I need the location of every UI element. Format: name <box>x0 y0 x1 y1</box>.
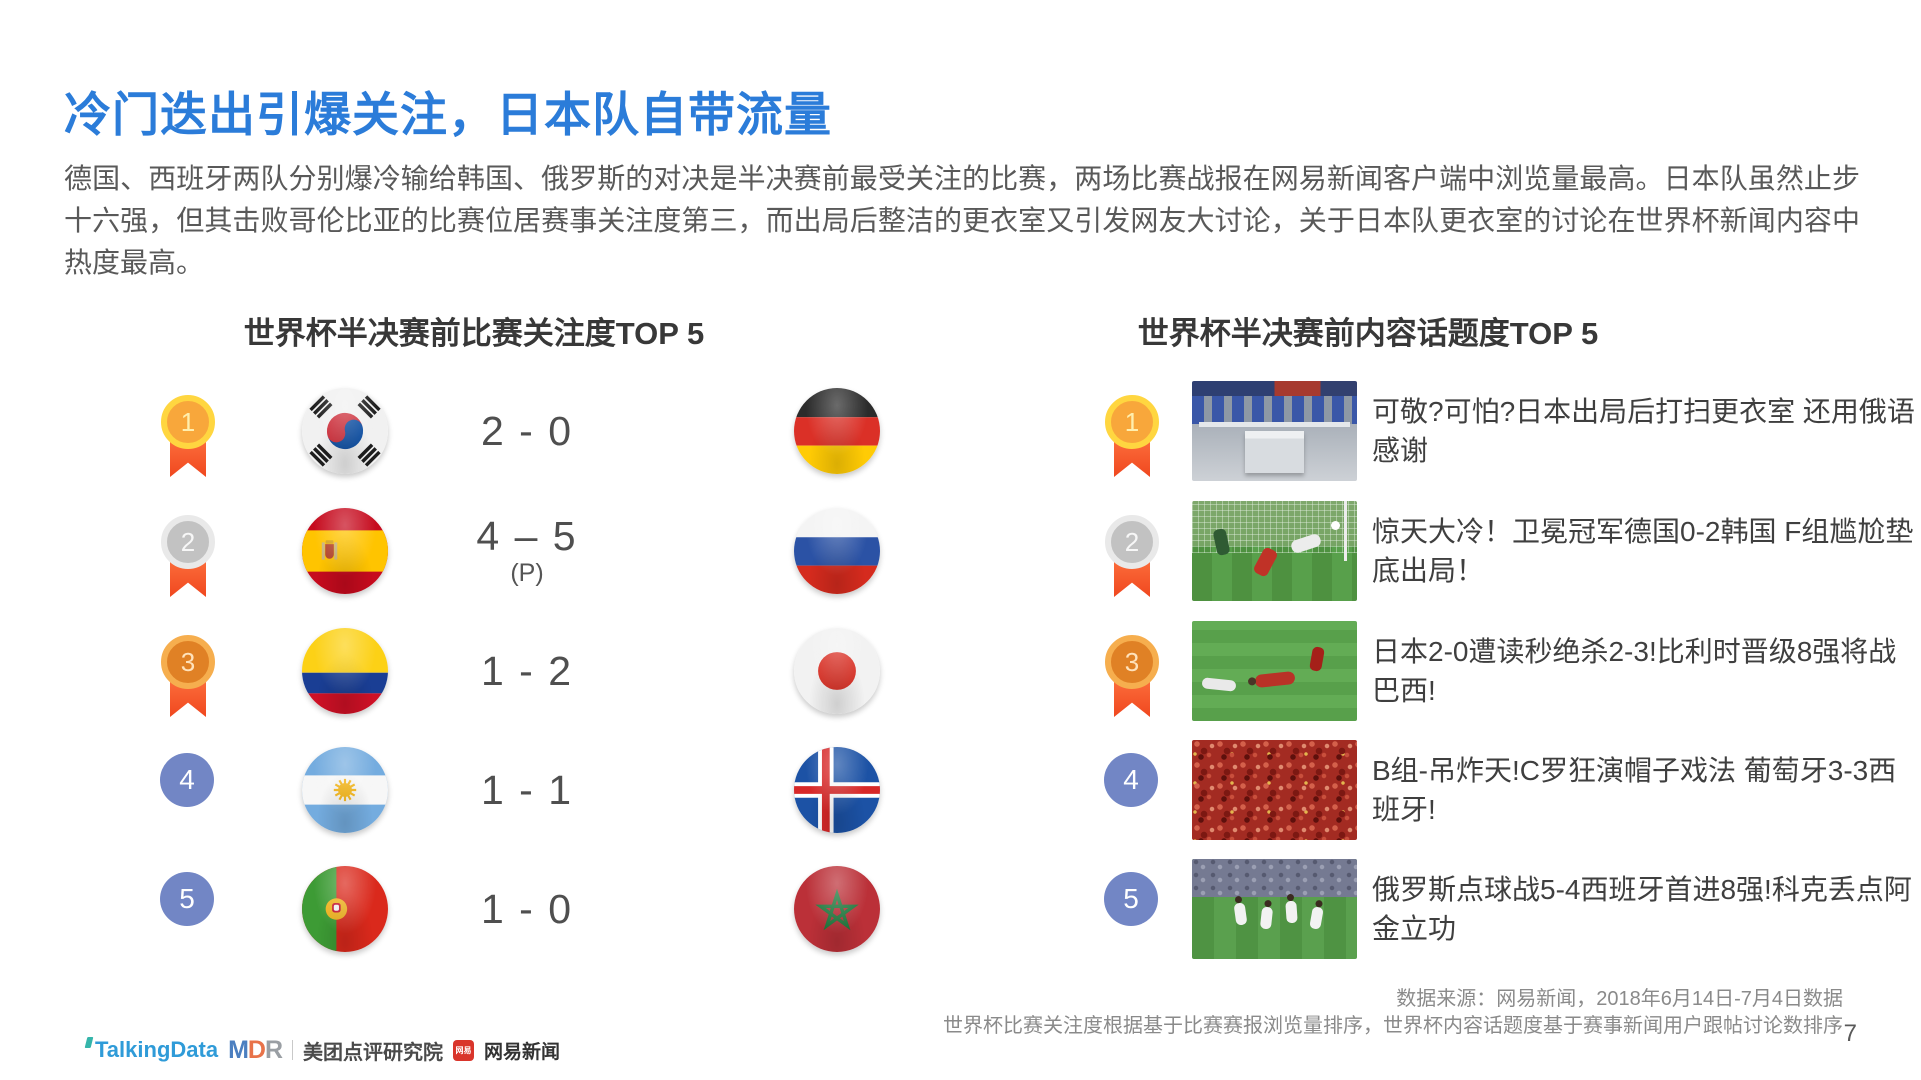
rank-badge: 4 <box>160 753 214 807</box>
match-score: 2 - 0 <box>480 408 574 454</box>
news-row: 2 惊天大冷！卫冕冠军德国0-2韩国 F组尴尬垫底出局！ <box>1100 491 1920 611</box>
talkingdata-logo: TalkingData <box>84 1037 219 1063</box>
rank-badge: 4 <box>1104 753 1158 807</box>
flag-iceland-icon <box>794 747 880 833</box>
news-thumbnail-locker-room <box>1192 381 1357 481</box>
news-thumbnail-celebration <box>1192 859 1357 959</box>
page-title: 冷门迭出引爆关注，日本队自带流量 <box>64 88 832 141</box>
flag-south-korea-icon <box>302 388 388 474</box>
news-thumbnail-red-crowd <box>1192 740 1357 840</box>
news-headline: 惊天大冷！卫冕冠军德国0-2韩国 F组尴尬垫底出局！ <box>1372 516 1914 586</box>
match-score: 1 - 1 <box>480 767 574 813</box>
rank-badge-silver: 2 <box>160 515 216 601</box>
news-headline: 俄罗斯点球战5-4西班牙首进8强!科克丢点阿金立功 <box>1372 874 1912 944</box>
news-headline: B组-吊炸天!C罗狂演帽子戏法 葡萄牙3-3西班牙! <box>1372 755 1897 825</box>
meituan-dianping-institute-logo: 美团点评研究院 <box>303 1041 444 1064</box>
rank-number: 1 <box>161 395 215 449</box>
news-row: 4 B组-吊炸天!C罗狂演帽子戏法 葡萄牙3-3西班牙! <box>1100 730 1920 850</box>
flag-argentina-icon <box>302 747 388 833</box>
footer-logos: TalkingData M D R 美团点评研究院 网易 网易新闻 <box>84 1035 561 1064</box>
news-row: 5 俄罗斯点球战5-4西班牙首进8强!科克丢点阿金立功 <box>1100 849 1920 969</box>
flag-morocco-icon <box>794 866 880 952</box>
news-row: 1 可敬?可怕?日本出局后打扫更衣室 还用俄语感谢 <box>1100 371 1920 491</box>
rank-badge: 5 <box>160 872 214 926</box>
match-row: 5 1 - 0 <box>140 849 940 969</box>
rank-number: 3 <box>161 635 215 689</box>
rank-badge-gold: 1 <box>1104 395 1160 481</box>
flag-russia-icon <box>794 508 880 594</box>
rank-badge-silver: 2 <box>1104 515 1160 601</box>
match-row: 1 2 - 0 <box>140 371 940 491</box>
page-number: 7 <box>1843 1020 1857 1047</box>
rank-badge-bronze: 3 <box>160 635 216 721</box>
flag-colombia-icon <box>302 628 388 714</box>
news-thumbnail-pitch-despair <box>1192 621 1357 721</box>
flag-japan-icon <box>794 628 880 714</box>
news-row: 3 日本2-0遭读秒绝杀2-3!比利时晋级8强将战巴西! <box>1100 611 1920 731</box>
talkingdata-wordmark: TalkingData <box>95 1037 219 1062</box>
flag-portugal-icon <box>302 866 388 952</box>
news-headline: 可敬?可怕?日本出局后打扫更衣室 还用俄语感谢 <box>1372 396 1915 466</box>
left-panel-title: 世界杯半决赛前比赛关注度TOP 5 <box>243 316 705 351</box>
rank-number: 2 <box>161 515 215 569</box>
rank-badge-gold: 1 <box>160 395 216 481</box>
match-score: 4 – 5 (P) <box>476 513 578 587</box>
logo-divider <box>292 1040 294 1060</box>
right-panel-title: 世界杯半决赛前内容话题度TOP 5 <box>1137 316 1599 351</box>
rank-badge-bronze: 3 <box>1104 635 1160 721</box>
flag-germany-icon <box>794 388 880 474</box>
match-score: 1 - 2 <box>480 648 574 694</box>
rank-number: 3 <box>1105 635 1159 689</box>
netease-news-logo: 网易新闻 <box>484 1041 561 1063</box>
rank-badge: 5 <box>1104 872 1158 926</box>
mdr-logo: M D R <box>228 1035 283 1064</box>
intro-paragraph: 德国、西班牙两队分别爆冷输给韩国、俄罗斯的对决是半决赛前最受关注的比赛，两场比赛… <box>64 163 1860 278</box>
match-score: 1 - 0 <box>480 886 574 932</box>
netease-app-icon: 网易 <box>453 1039 475 1061</box>
match-row: 3 1 - 2 <box>140 611 940 731</box>
match-row: 4 1 - 1 <box>140 730 940 850</box>
data-source-note: 数据来源：网易新闻，2018年6月14日-7月4日数据 世界杯比赛关注度根据基于… <box>943 986 1843 1040</box>
source-line-2: 世界杯比赛关注度根据基于比赛赛报浏览量排序，世界杯内容话题度基于赛事新闻用户跟帖… <box>943 1015 1843 1037</box>
news-thumbnail-goal-scene <box>1192 501 1357 601</box>
match-row: 2 4 – 5 (P) <box>140 491 940 611</box>
rank-number: 1 <box>1105 395 1159 449</box>
source-line-1: 数据来源：网易新闻，2018年6月14日-7月4日数据 <box>1396 988 1843 1010</box>
talkingdata-tick-icon <box>84 1037 94 1048</box>
flag-spain-icon <box>302 508 388 594</box>
news-headline: 日本2-0遭读秒绝杀2-3!比利时晋级8强将战巴西! <box>1372 636 1897 706</box>
rank-number: 2 <box>1105 515 1159 569</box>
